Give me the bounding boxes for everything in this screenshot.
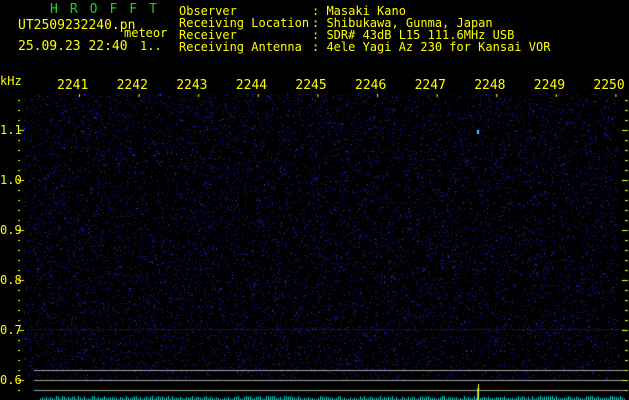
y-unit-label: kHz [0, 74, 22, 88]
mode-label: meteor [124, 26, 168, 40]
y-tick-label: 1.0 [0, 173, 22, 187]
x-tick-label: 2249 [533, 78, 566, 93]
x-tick-label: 2242 [116, 78, 148, 93]
x-tick-label: 2248 [474, 78, 506, 93]
observer-label: Observer [179, 4, 237, 18]
filename: UT2509232240.pn [18, 18, 136, 33]
y-tick-label: 0.9 [0, 223, 22, 237]
y-tick-label: 0.8 [0, 273, 22, 287]
antenna-label: Receiving Antenna [179, 40, 302, 54]
x-tick-label: 2247 [414, 78, 446, 93]
observer-value: : Masaki Kano [312, 4, 406, 18]
y-tick-label: 1.1 [0, 123, 22, 137]
x-tick-label: 2250 [593, 78, 625, 93]
receiver-value: : SDR# 43dB L15 111.6MHz USB [312, 28, 515, 42]
x-tick-label: 2245 [295, 78, 327, 93]
app-title: HROFFT [50, 2, 169, 17]
x-tick-label: 2243 [176, 78, 208, 93]
location-value: : Shibukawa, Gunma, Japan [312, 16, 493, 30]
y-tick-label: 0.7 [0, 323, 22, 337]
x-tick-label: 2246 [355, 78, 387, 93]
location-label: Receiving Location [179, 16, 310, 30]
y-tick-label: 0.6 [0, 373, 22, 387]
x-tick-label: 2244 [235, 78, 268, 93]
receiver-label: Receiver [179, 28, 237, 42]
waterfall-spectrogram [18, 94, 629, 400]
x-tick-label: 2241 [57, 78, 89, 93]
datetime: 25.09.23 22:40 [18, 39, 128, 54]
antenna-value: : 4ele Yagi Az 230 for Kansai VOR [312, 40, 551, 54]
counter: 1.. [140, 39, 162, 53]
